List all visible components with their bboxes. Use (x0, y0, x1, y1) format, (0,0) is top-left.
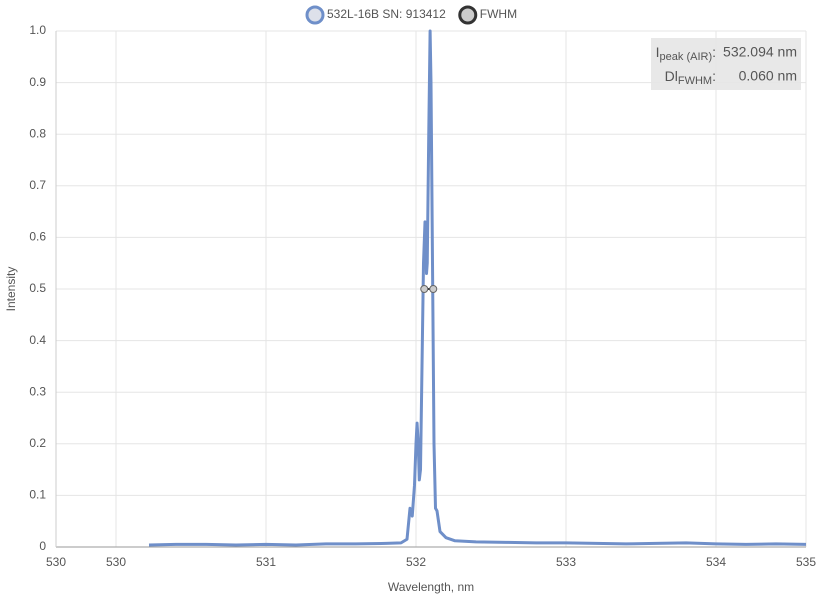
y-tick-label: 0.7 (29, 178, 46, 192)
series-line (148, 29, 807, 547)
y-tick-label: 0.4 (29, 333, 46, 347)
info-label-colon: : (712, 68, 716, 84)
y-tick-label: 0.3 (29, 384, 46, 398)
info-label-sub: peak (AIR) (660, 51, 713, 63)
y-tick-label: 0.8 (29, 126, 46, 140)
x-tick-label: 535 (796, 555, 816, 569)
x-tick-label: 534 (706, 555, 726, 569)
legend-label: 532L-16B SN: 913412 (327, 7, 446, 21)
info-value: 0.060 nm (739, 68, 797, 84)
y-tick-label: 1.0 (29, 23, 46, 37)
x-tick-label: 530 (106, 555, 126, 569)
y-tick-label: 0.2 (29, 436, 46, 450)
y-axis-label: Intensity (4, 267, 18, 312)
info-label: Ipeak (AIR): (656, 44, 716, 63)
info-box (651, 38, 801, 90)
x-tick-label: 532 (406, 555, 426, 569)
x-tick-label: 533 (556, 555, 576, 569)
fwhm-marker (429, 285, 438, 293)
x-tick-label: 531 (256, 555, 276, 569)
y-tick-label: 0.1 (29, 488, 46, 502)
legend-marker (458, 5, 478, 25)
info-label: DlFWHM: (665, 68, 716, 87)
legend-label: FWHM (480, 7, 517, 21)
legend-marker (305, 5, 325, 25)
y-tick-label: 0.5 (29, 281, 46, 295)
info-label-main: Dl (665, 68, 678, 84)
info-label-sub: FWHM (678, 75, 712, 87)
y-tick-label: 0 (39, 539, 46, 553)
y-tick-label: 0.6 (29, 230, 46, 244)
y-tick-label: 0.9 (29, 75, 46, 89)
x-axis-label: Wavelength, nm (388, 580, 474, 594)
fwhm-marker (420, 285, 429, 293)
info-label-colon: : (712, 44, 716, 60)
info-label-main: I (656, 44, 660, 60)
info-value: 532.094 nm (723, 44, 797, 60)
x-tick-label: 530 (46, 555, 66, 569)
